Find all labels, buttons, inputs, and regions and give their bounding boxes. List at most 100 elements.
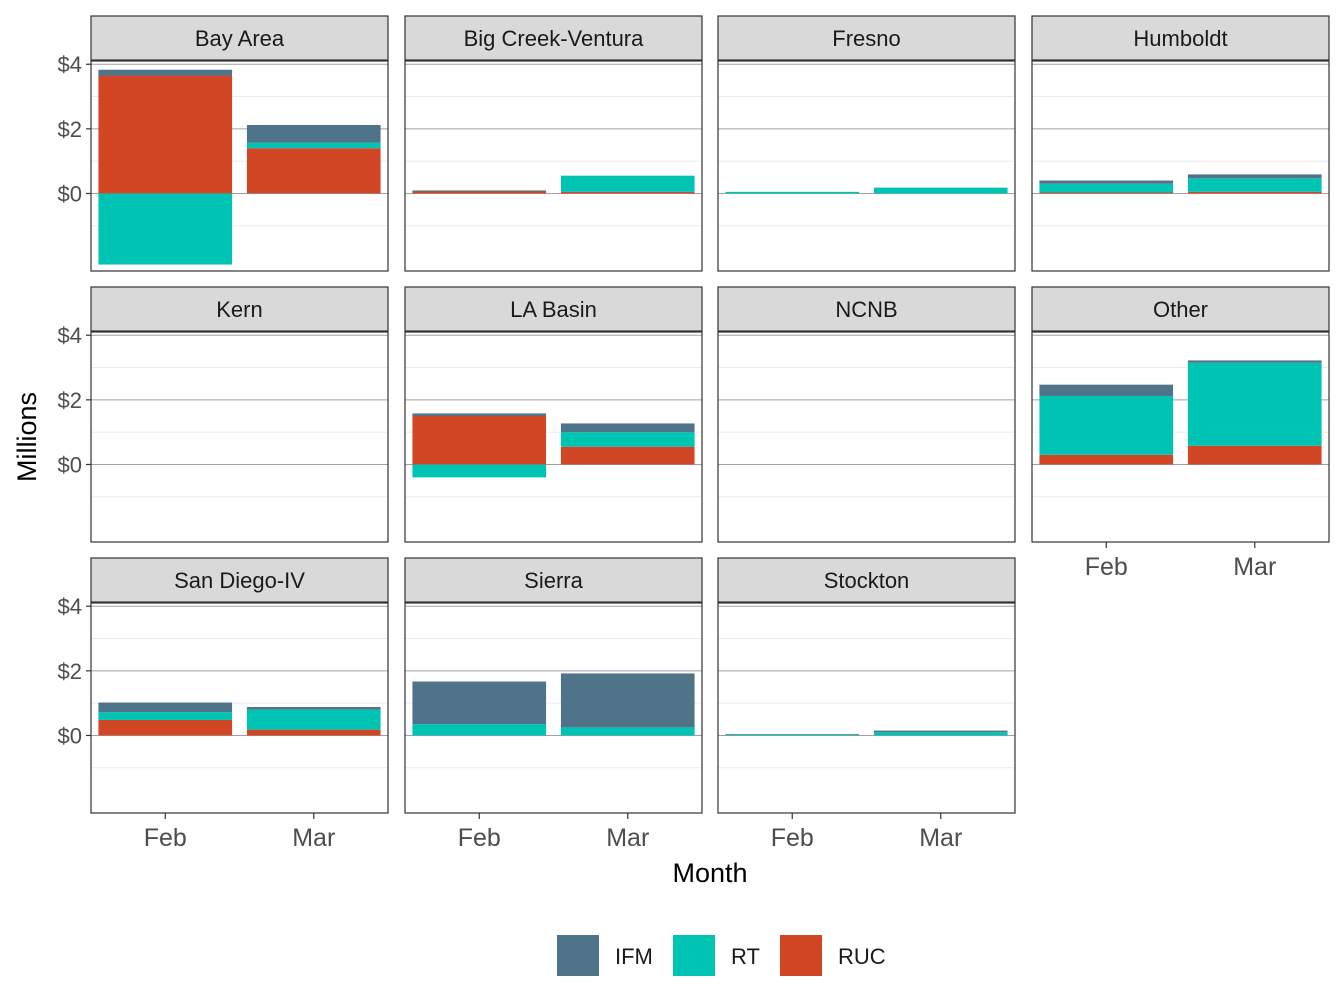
facet-title: Stockton bbox=[824, 568, 910, 593]
facet-fresno: Fresno bbox=[717, 15, 1016, 272]
bar-humboldt-mar-ifm bbox=[1187, 174, 1322, 179]
legend-item-ruc: RUC bbox=[780, 935, 886, 976]
bar-la-basin-mar-ifm bbox=[560, 423, 695, 433]
bar-big-creek-ventura-feb-ruc bbox=[412, 190, 547, 194]
x-tick-label: Mar bbox=[919, 824, 962, 852]
x-tick-label: Mar bbox=[1233, 553, 1276, 581]
legend-label: IFM bbox=[615, 944, 653, 969]
y-tick-label: $4 bbox=[58, 323, 82, 348]
bar-big-creek-ventura-mar-ruc bbox=[560, 191, 695, 194]
bar-sierra-feb-ifm bbox=[412, 681, 547, 725]
bar-big-creek-ventura-mar-rt bbox=[560, 175, 695, 192]
y-tick-label: $4 bbox=[58, 52, 82, 77]
facet-strip bbox=[404, 557, 703, 603]
facet-strip bbox=[90, 15, 389, 61]
bar-bay-area-feb-ruc bbox=[98, 75, 233, 194]
panel-background bbox=[718, 332, 1015, 542]
facet-ncnb: NCNB bbox=[717, 286, 1016, 543]
bar-san-diego-iv-mar-rt bbox=[246, 709, 381, 730]
x-tick-label: Feb bbox=[1085, 553, 1128, 581]
bar-la-basin-mar-ruc bbox=[560, 446, 695, 465]
facet-title: LA Basin bbox=[510, 297, 597, 322]
facet-strip bbox=[717, 557, 1016, 603]
panel-background bbox=[1032, 61, 1329, 271]
x-axis-label: Month bbox=[672, 858, 747, 888]
facet-humboldt: Humboldt bbox=[1031, 15, 1330, 272]
bar-humboldt-mar-rt bbox=[1187, 178, 1322, 192]
bar-bay-area-mar-ifm bbox=[246, 124, 381, 143]
facets-layer: Bay Area $0 $2 $4 Big Creek-Ventura Fresno Hum… bbox=[58, 15, 1330, 852]
panel-background bbox=[718, 603, 1015, 813]
bar-humboldt-feb-ifm bbox=[1039, 180, 1174, 184]
y-tick-label: $0 bbox=[58, 181, 82, 206]
legend-swatch bbox=[557, 935, 599, 976]
bar-sierra-mar-ifm bbox=[560, 673, 695, 728]
bar-san-diego-iv-feb-ruc bbox=[98, 719, 233, 736]
facet-strip bbox=[90, 557, 389, 603]
bar-stockton-mar-ifm bbox=[873, 730, 1008, 733]
bar-bay-area-feb-rt bbox=[98, 193, 233, 265]
facet-strip bbox=[90, 286, 389, 332]
facet-title: Sierra bbox=[524, 568, 583, 593]
panel-background bbox=[718, 61, 1015, 271]
bar-big-creek-ventura-feb-rt bbox=[412, 190, 547, 191]
x-tick-label: Mar bbox=[606, 824, 649, 852]
bar-bay-area-feb-ifm bbox=[98, 69, 233, 76]
bar-sierra-mar-rt bbox=[560, 727, 695, 736]
facet-title: NCNB bbox=[835, 297, 897, 322]
legend-label: RUC bbox=[838, 944, 886, 969]
legend-item-ifm: IFM bbox=[557, 935, 653, 976]
bar-san-diego-iv-feb-ifm bbox=[98, 702, 233, 713]
y-tick-label: $0 bbox=[58, 452, 82, 477]
y-axis-label: Millions bbox=[12, 392, 42, 482]
bar-la-basin-feb-rt bbox=[412, 464, 547, 478]
facet-title: Kern bbox=[216, 297, 262, 322]
bar-sierra-feb-rt bbox=[412, 724, 547, 736]
facet-title: Bay Area bbox=[195, 26, 285, 51]
bar-san-diego-iv-mar-ifm bbox=[246, 707, 381, 710]
panel-border bbox=[404, 331, 703, 543]
facet-strip bbox=[404, 15, 703, 61]
facet-strip bbox=[404, 286, 703, 332]
bar-fresno-feb-rt bbox=[725, 191, 860, 194]
facet-strip bbox=[1031, 286, 1330, 332]
facet-san-diego-iv: San Diego-IV $0 $2 $4 Feb Mar bbox=[58, 557, 389, 852]
facet-la-basin: LA Basin bbox=[404, 286, 703, 543]
bar-la-basin-mar-rt bbox=[560, 432, 695, 447]
panel-background bbox=[91, 332, 388, 542]
facet-sierra: Sierra Feb Mar bbox=[404, 557, 703, 852]
facet-stockton: Stockton Feb Mar bbox=[717, 557, 1016, 852]
x-tick-label: Feb bbox=[458, 824, 501, 852]
panel-border bbox=[90, 331, 389, 543]
y-tick-label: $2 bbox=[58, 117, 82, 142]
x-tick-label: Feb bbox=[144, 824, 187, 852]
bar-stockton-feb-ifm bbox=[725, 734, 860, 735]
bar-other-mar-ruc bbox=[1187, 445, 1322, 465]
bar-other-feb-ruc bbox=[1039, 454, 1174, 465]
bar-fresno-mar-rt bbox=[873, 187, 1008, 194]
bar-other-mar-rt bbox=[1187, 362, 1322, 446]
facet-bay-area: Bay Area $0 $2 $4 bbox=[58, 15, 389, 272]
bar-other-mar-ifm bbox=[1187, 360, 1322, 363]
facet-other: Other Feb Mar bbox=[1031, 286, 1330, 581]
facet-title: Fresno bbox=[832, 26, 900, 51]
bar-humboldt-feb-ruc bbox=[1039, 192, 1174, 194]
bar-bay-area-mar-rt bbox=[246, 142, 381, 149]
bar-humboldt-feb-rt bbox=[1039, 183, 1174, 193]
panel-border bbox=[90, 60, 389, 272]
panel-background bbox=[405, 61, 702, 271]
bar-la-basin-feb-ifm bbox=[412, 413, 547, 416]
bar-bay-area-mar-ruc bbox=[246, 148, 381, 194]
y-tick-label: $2 bbox=[58, 388, 82, 413]
legend-swatch bbox=[673, 935, 715, 976]
x-tick-label: Mar bbox=[292, 824, 335, 852]
panel-border bbox=[717, 602, 1016, 814]
panel-border bbox=[1031, 331, 1330, 543]
facet-big-creek-ventura: Big Creek-Ventura bbox=[404, 15, 703, 272]
facet-title: San Diego-IV bbox=[174, 568, 305, 593]
panel-border bbox=[717, 60, 1016, 272]
y-tick-label: $4 bbox=[58, 594, 82, 619]
bar-other-feb-rt bbox=[1039, 395, 1174, 455]
bar-san-diego-iv-mar-ruc bbox=[246, 729, 381, 736]
